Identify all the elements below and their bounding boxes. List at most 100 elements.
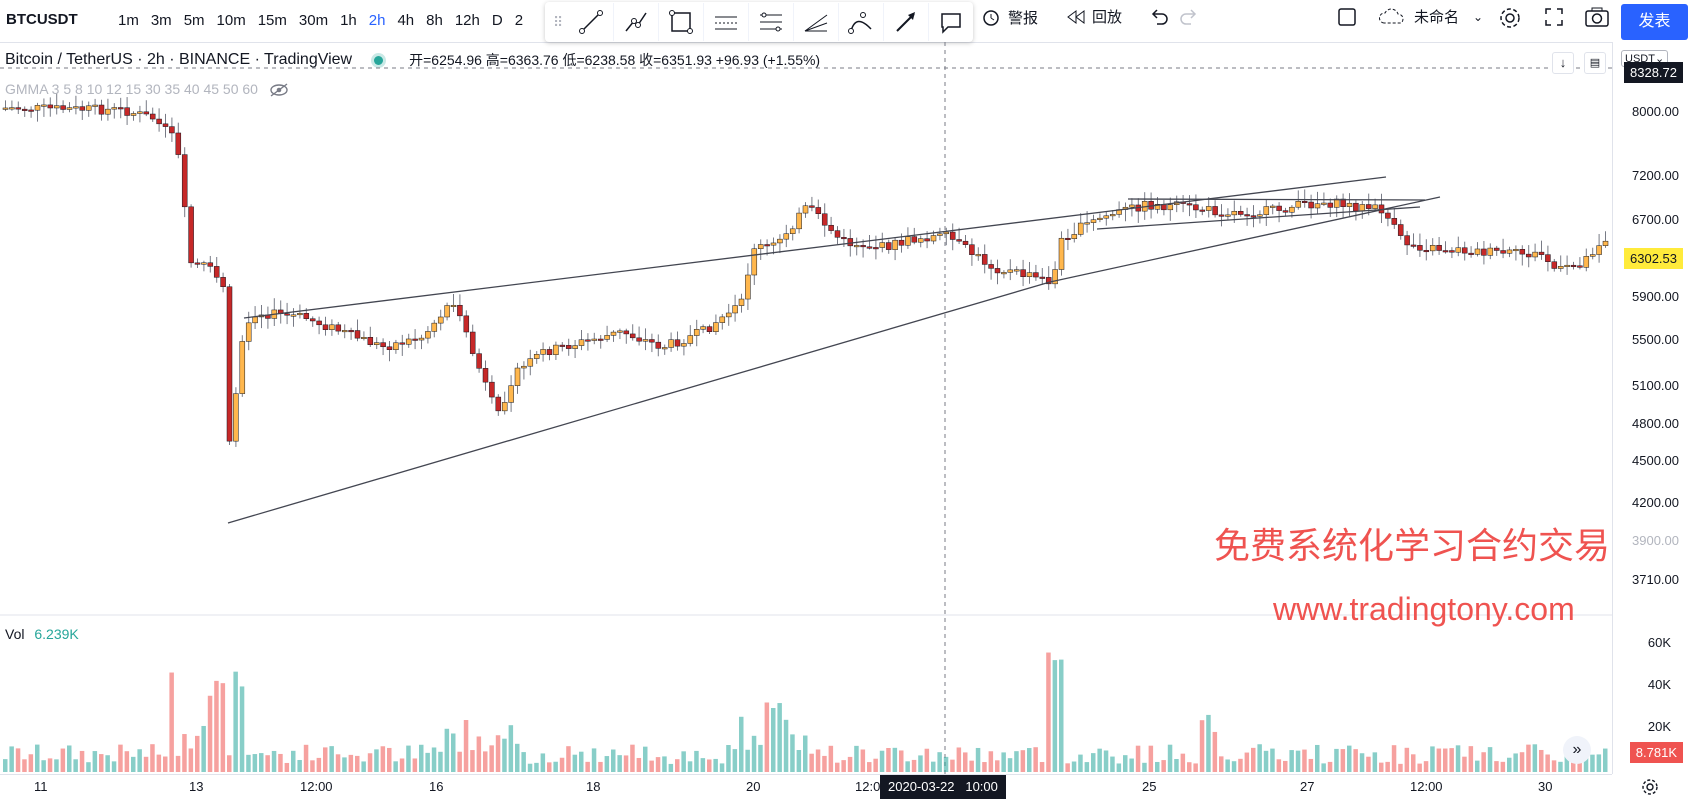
volume-bar — [1219, 756, 1224, 772]
candle-body — [1391, 218, 1398, 225]
volume-bar — [636, 757, 642, 772]
path-tool[interactable] — [614, 3, 659, 41]
volume-bar — [406, 745, 411, 772]
scroll-to-realtime-button[interactable]: » — [1563, 736, 1591, 764]
candle-body — [802, 205, 809, 214]
candle-body — [1058, 237, 1065, 270]
interval-list: 1m 3m 5m 10m 15m 30m 1h 2h 4h 8h 12h D 2 — [112, 10, 529, 32]
drag-handle-icon[interactable]: ⠿ — [553, 14, 564, 30]
interval-30m[interactable]: 30m — [298, 12, 329, 29]
interval-2[interactable]: 2 — [514, 12, 524, 29]
volume-bar — [1027, 748, 1032, 772]
comment-tool[interactable] — [929, 3, 973, 41]
support-trendline[interactable] — [227, 281, 1051, 524]
candle-body — [386, 346, 393, 350]
volume-bar — [668, 763, 674, 772]
scroll-down-button[interactable]: ↓ — [1552, 52, 1574, 74]
volume-bar — [1526, 744, 1531, 772]
candle-body — [34, 105, 41, 111]
volume-bar — [1468, 746, 1474, 772]
fib-retracement-icon — [760, 12, 782, 32]
alert-button[interactable]: 警报 — [980, 6, 1038, 28]
replay-button[interactable]: 回放 — [1066, 6, 1122, 27]
indicator-legend[interactable]: GMMA 3 5 8 10 12 15 30 35 40 45 50 60 — [5, 81, 290, 98]
candle-body — [1295, 200, 1302, 208]
time-axis[interactable]: 11 13 12:00 16 18 20 12:0 25 27 12:00 30… — [0, 774, 1658, 811]
interval-1m[interactable]: 1m — [118, 12, 139, 29]
candle-body — [111, 107, 118, 110]
candle-body — [354, 330, 361, 339]
volume-bar — [1519, 752, 1525, 772]
layout-select-button[interactable] — [1336, 6, 1358, 28]
interval-d[interactable]: D — [491, 12, 503, 29]
volume-bar — [1481, 752, 1486, 772]
parallel-channel-tool[interactable] — [704, 3, 749, 41]
gann-fan-tool[interactable] — [794, 3, 839, 41]
interval-8h[interactable]: 8h — [426, 12, 443, 29]
volume-bar — [195, 735, 200, 772]
candle-body — [1442, 250, 1449, 253]
interval-1h[interactable]: 1h — [340, 12, 357, 29]
volume-bar — [1212, 731, 1218, 772]
snapshot-button[interactable] — [1584, 6, 1610, 28]
triangle-top-line[interactable] — [1127, 198, 1426, 201]
settings-button[interactable] — [1498, 6, 1522, 30]
volume-bar — [1155, 761, 1160, 772]
rectangle-icon — [669, 10, 693, 34]
interval-12h[interactable]: 12h — [454, 12, 480, 29]
volume-bar — [540, 753, 546, 772]
candle-body — [1493, 247, 1500, 251]
candle-body — [1487, 247, 1494, 256]
chart-title[interactable]: Bitcoin / TetherUS · 2h · BINANCE · Trad… — [5, 51, 353, 68]
price-axis[interactable]: USDT⌄ 8328.72 8000.00 7200.00 6700.00 63… — [1612, 42, 1688, 774]
time-axis-settings-button[interactable] — [1640, 777, 1660, 802]
rising-trendline[interactable] — [1049, 196, 1441, 283]
volume-bar — [1455, 745, 1461, 772]
interval-10m[interactable]: 10m — [216, 12, 246, 29]
volume-bar — [1231, 761, 1237, 772]
lock-axis-button[interactable]: ▤ — [1584, 52, 1606, 74]
volume-legend[interactable]: Vol 6.239K — [5, 626, 79, 642]
triangle-bottom-line[interactable] — [1096, 206, 1421, 230]
interval-2h[interactable]: 2h — [368, 12, 386, 29]
candle-body — [1020, 269, 1026, 277]
candle-body — [335, 324, 342, 332]
trend-line-tool[interactable] — [569, 3, 614, 41]
time-tick: 16 — [429, 779, 444, 794]
curve-tool[interactable] — [839, 3, 884, 41]
candle-body — [1263, 206, 1270, 215]
volume-bar — [470, 750, 475, 772]
candle-body — [431, 322, 438, 332]
candle-body — [1449, 250, 1455, 253]
interval-15m[interactable]: 15m — [257, 12, 287, 29]
rectangle-tool[interactable] — [659, 3, 704, 41]
interval-4h[interactable]: 4h — [397, 12, 415, 29]
eye-hidden-icon[interactable] — [268, 82, 290, 98]
interval-3m[interactable]: 3m — [150, 12, 172, 29]
volume-bar — [1366, 756, 1371, 772]
volume-bar — [534, 762, 539, 772]
volume-bar — [623, 755, 629, 772]
volume-bar — [1564, 754, 1570, 772]
arrow-tool[interactable] — [884, 3, 929, 41]
interval-5m[interactable]: 5m — [183, 12, 205, 29]
resistance-trendline[interactable] — [243, 176, 1387, 319]
candle-body — [201, 262, 207, 265]
fullscreen-button[interactable] — [1543, 6, 1565, 28]
fib-retracement-tool[interactable] — [749, 3, 794, 41]
candle-body — [1481, 248, 1487, 256]
candle-body — [597, 338, 604, 341]
redo-button[interactable] — [1178, 6, 1200, 28]
undo-button[interactable] — [1148, 6, 1170, 28]
candle-body — [322, 324, 329, 330]
publish-button[interactable]: 发表 — [1621, 4, 1688, 40]
drawings[interactable] — [227, 176, 1441, 524]
symbol-search[interactable]: BTCUSDT — [6, 11, 78, 28]
volume-bar — [1353, 749, 1358, 772]
save-layout-button[interactable]: 未命名 ⌄ — [1376, 6, 1483, 27]
volume-bar — [1417, 763, 1422, 772]
candle-body — [521, 365, 527, 369]
price-chart[interactable] — [0, 42, 1612, 774]
candle-body — [1436, 245, 1442, 251]
candle-body — [508, 385, 514, 403]
